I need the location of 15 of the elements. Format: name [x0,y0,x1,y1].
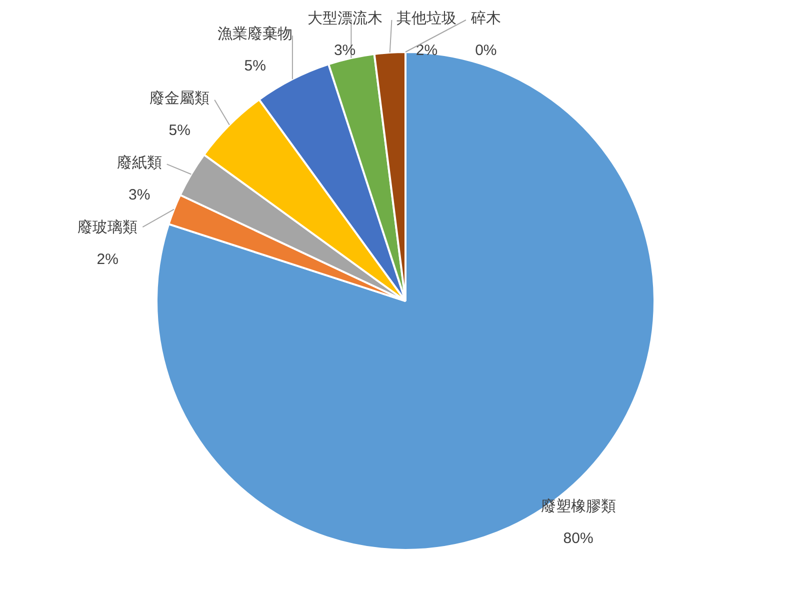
slice-label: 漁業廢棄物 [218,26,293,43]
data-label: 5% [244,58,266,75]
slice-label: 廢塑橡膠類 [540,498,616,515]
data-label: 3% [334,42,356,60]
slice-label: 大型漂流木 [307,10,382,28]
data-label: 2% [96,251,118,268]
slice-label: 廢紙類 [116,154,162,172]
slice-label: 其他垃圾 [396,10,457,28]
slice-label: 廢金屬類 [150,90,210,107]
category-label: 碎木 [470,10,501,28]
data-label: 5% [168,122,190,139]
text: 0% [475,42,497,60]
data-label: 80% [563,530,594,547]
slice-label: 廢玻璃類 [78,219,138,236]
data-label: 3% [128,186,150,204]
